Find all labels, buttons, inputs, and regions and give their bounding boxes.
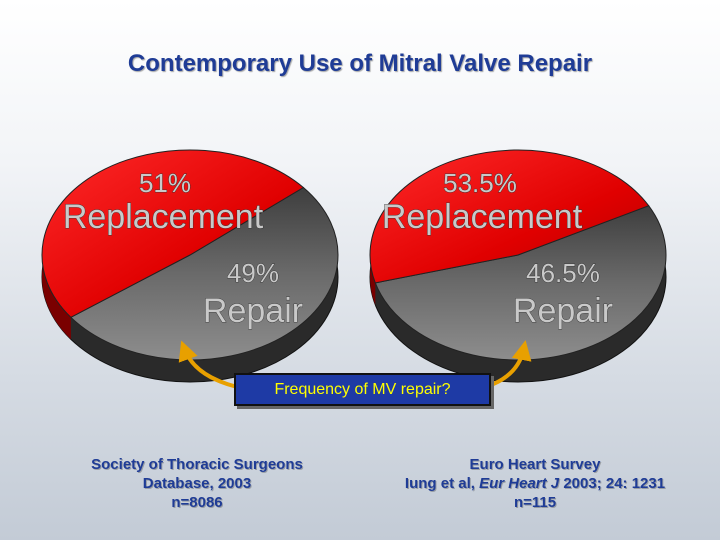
callout-box: Frequency of MV repair? xyxy=(234,373,491,406)
pie-category-label: Replacement xyxy=(382,198,583,236)
pie-chart-sts: 51%Replacement 49% Repair xyxy=(41,149,339,383)
pie-slice-repair xyxy=(369,149,650,284)
source-right: Euro Heart Survey Iung et al, Eur Heart … xyxy=(372,455,698,512)
source-right-line1: Euro Heart Survey xyxy=(469,456,601,473)
pie-side-repair xyxy=(41,149,304,340)
pie-slice-replacement xyxy=(374,205,667,361)
pie-category-label: Replacement xyxy=(63,198,264,236)
slide-title: Contemporary Use of Mitral Valve Repair xyxy=(127,50,593,77)
pie-chart-euro-heart: 53.5%Replacement 46.5% Repair xyxy=(369,149,667,383)
pie-value-label: 53.5% xyxy=(443,168,517,198)
source-left: Society of Thoracic Surgeons Database, 2… xyxy=(47,455,347,512)
pie-value-label: 51% xyxy=(139,168,191,198)
source-left-line2: Database, 2003 xyxy=(142,475,252,492)
source-left-line1: Society of Thoracic Surgeons xyxy=(91,456,303,473)
source-right-authors: Iung et al, xyxy=(404,475,480,492)
pie-slice-repair xyxy=(41,149,305,318)
source-right-line2: Iung et al, Eur Heart J 2003; 24: 1231 xyxy=(372,474,698,493)
source-right-journal: Eur Heart J xyxy=(479,475,560,492)
pie-value-label: 49% xyxy=(227,258,279,288)
pie-category-label: Repair xyxy=(513,292,613,330)
pie-value-label: 46.5% xyxy=(526,258,600,288)
left-callout-arrow xyxy=(178,340,243,390)
source-right-citation: 2003; 24: 1231 xyxy=(559,475,666,492)
pie-category-label: Repair xyxy=(203,292,303,330)
source-right-line3: n=115 xyxy=(513,494,557,511)
source-left-line3: n=8086 xyxy=(171,494,223,511)
pie-slice-replacement xyxy=(70,186,339,361)
